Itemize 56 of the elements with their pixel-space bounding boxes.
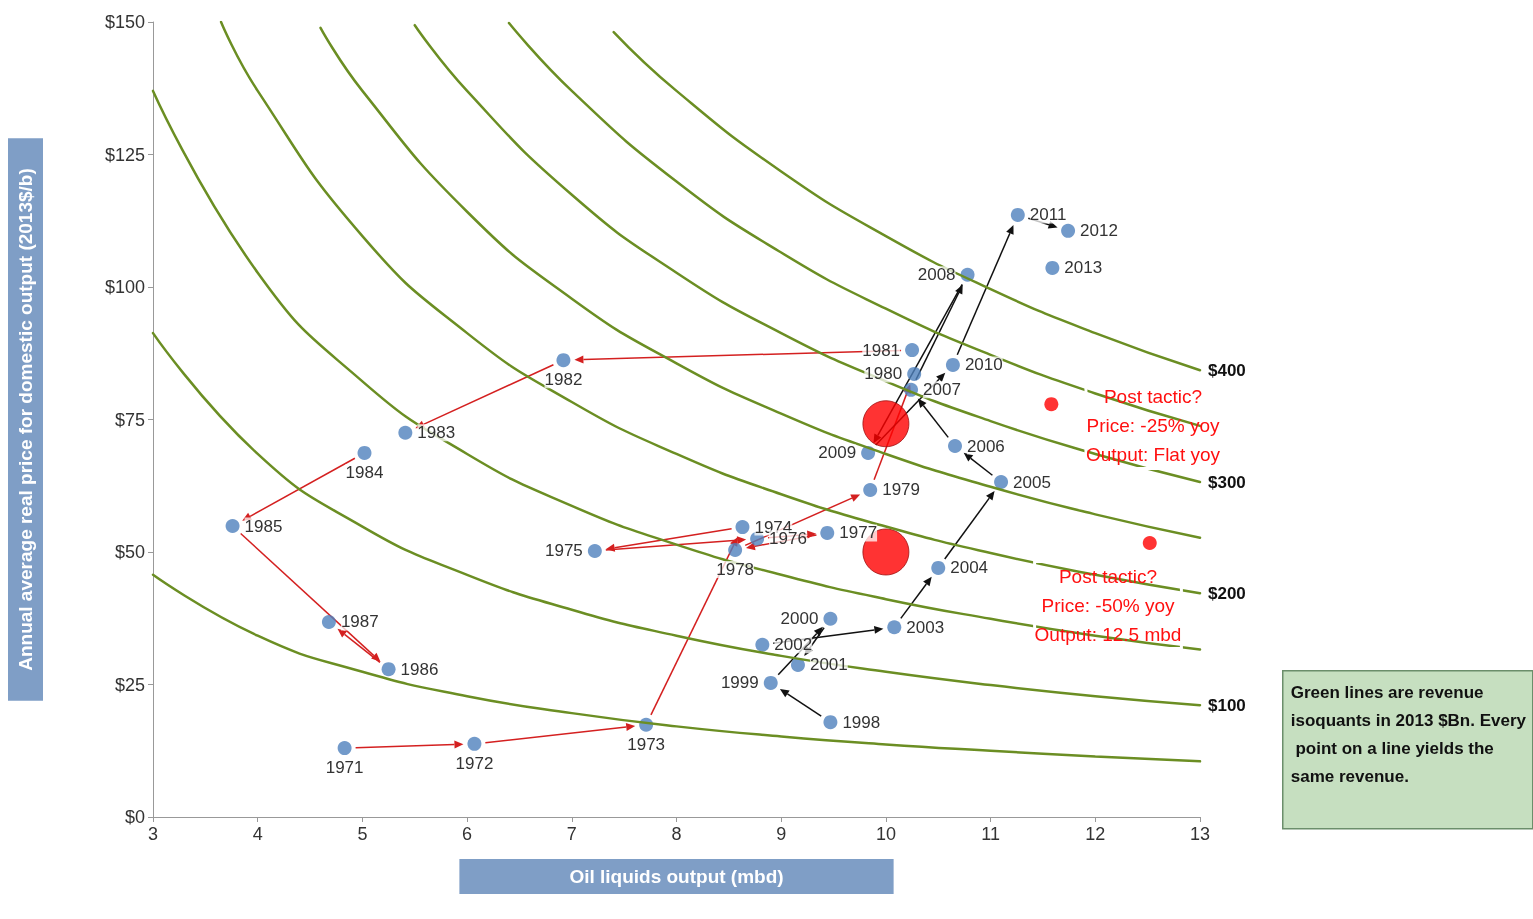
series-label: $300 — [1208, 472, 1246, 492]
x-tick-label: 10 — [875, 824, 896, 844]
y-tick-label: $150 — [104, 12, 145, 32]
x-tick-label: 4 — [252, 824, 263, 844]
x-tick-label: 9 — [776, 824, 787, 844]
annotation: 1999 — [720, 673, 759, 693]
x-tick-label: 13 — [1189, 824, 1211, 844]
annotation: 1971 — [325, 758, 364, 778]
annotation: 2013 — [1064, 258, 1103, 278]
annotation: 2001 — [809, 655, 848, 675]
series-label: $400 — [1208, 360, 1246, 380]
annotation: 1987 — [340, 612, 379, 632]
y-tick-label: $25 — [114, 674, 145, 695]
annotation: 1986 — [400, 659, 439, 679]
x-tick-label: 12 — [1085, 824, 1106, 844]
annotation: 2009 — [818, 443, 857, 463]
annotation: 1985 — [244, 516, 283, 536]
annotation: 1982 — [544, 370, 583, 390]
annotation: 1979 — [882, 480, 921, 500]
annotation: 1978 — [716, 559, 755, 579]
annotation: 2011 — [1029, 205, 1067, 225]
annotation: 2005 — [1013, 472, 1051, 492]
y-tick-label: $0 — [124, 807, 145, 827]
series-label: $200 — [1208, 583, 1246, 603]
series-label: $100 — [1208, 695, 1246, 715]
x-axis-title: Oil liquids output (mbd) — [569, 866, 784, 887]
annotation: 1998 — [842, 712, 881, 732]
x-tick-label: 11 — [981, 824, 1000, 844]
annotation: 1981 — [862, 340, 901, 360]
annotation: 1980 — [864, 364, 903, 384]
y-tick-label: $125 — [104, 144, 145, 165]
annotation: 1984 — [345, 462, 384, 482]
annotation: 1973 — [627, 734, 666, 754]
annotation: 2006 — [967, 436, 1005, 456]
annotation: 2002 — [774, 635, 813, 655]
y-tick-label: $75 — [114, 409, 145, 430]
x-tick-label: 8 — [671, 824, 682, 844]
annotation: 1975 — [545, 541, 583, 561]
x-tick-label: 3 — [147, 824, 159, 844]
annotation: 2008 — [917, 265, 956, 285]
annotation: 2004 — [950, 558, 989, 578]
x-tick-label: 7 — [566, 824, 577, 844]
annotation: 2007 — [923, 380, 961, 400]
y-tick-label: $100 — [104, 277, 145, 297]
annotation: 2010 — [964, 355, 1003, 375]
annotation: 1983 — [417, 423, 456, 443]
annotation: 1977 — [839, 523, 878, 543]
x-tick-label: 5 — [357, 824, 368, 844]
annotation: 2003 — [906, 617, 945, 637]
x-tick-label: 6 — [462, 824, 473, 844]
annotation: 2012 — [1080, 221, 1118, 241]
text: Green lines are revenue isoquants in 2013 $Bn. Every point on a line yields the same revenue. — [1290, 683, 1527, 787]
annotation: 1972 — [455, 753, 494, 773]
y-tick-label: $50 — [114, 542, 145, 562]
y-axis-title: Annual average real price for domestic output (2013$/b) — [15, 168, 36, 671]
annotation: 2000 — [780, 609, 819, 629]
